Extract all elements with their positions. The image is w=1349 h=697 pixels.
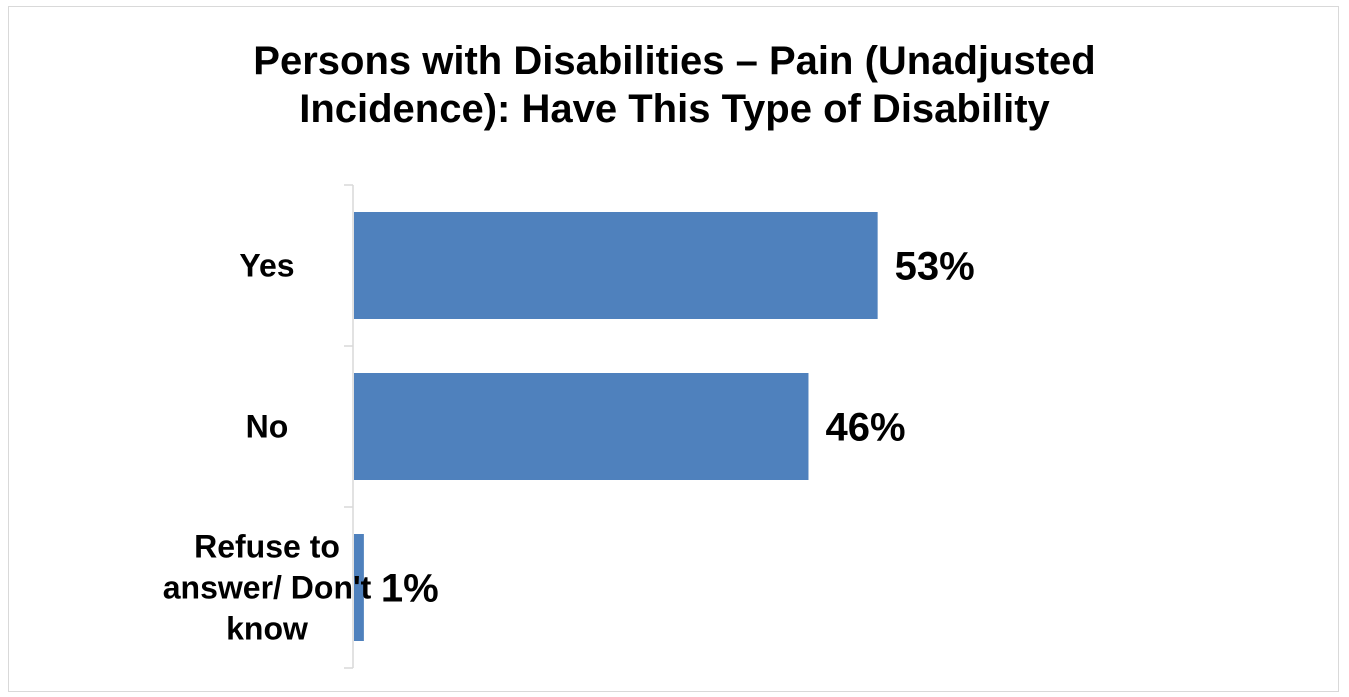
data-label: 46% [825,406,905,450]
category-labels: Yes No Refuse to answer/ Don't know [163,248,372,647]
category-label-line: Yes [239,248,294,284]
category-label: Refuse to answer/ Don't know [163,529,372,647]
category-axis [344,184,354,669]
bar [354,212,878,319]
bar [354,534,364,641]
bar [354,373,809,480]
value-labels: 53% 46% 1% [381,245,975,611]
data-label: 1% [381,567,439,611]
bars-group [354,212,878,641]
chart-title-line-2: Incidence): Have This Type of Disability [299,87,1050,131]
category-label-line: No [246,409,289,445]
data-label: 53% [895,245,975,289]
chart-title: Persons with Disabilities – Pain (Unadju… [9,37,1340,133]
chart-frame: Persons with Disabilities – Pain (Unadju… [8,6,1339,692]
category-label-line: Refuse to [194,529,340,565]
chart-title-line-1: Persons with Disabilities – Pain (Unadju… [253,39,1096,83]
bar-chart: Yes No Refuse to answer/ Don't know 53% 46% 1% [163,184,975,669]
category-label: No [246,409,289,445]
category-label-line: know [226,611,308,647]
category-label: Yes [239,248,294,284]
category-label-line: answer/ Don't [163,570,372,606]
